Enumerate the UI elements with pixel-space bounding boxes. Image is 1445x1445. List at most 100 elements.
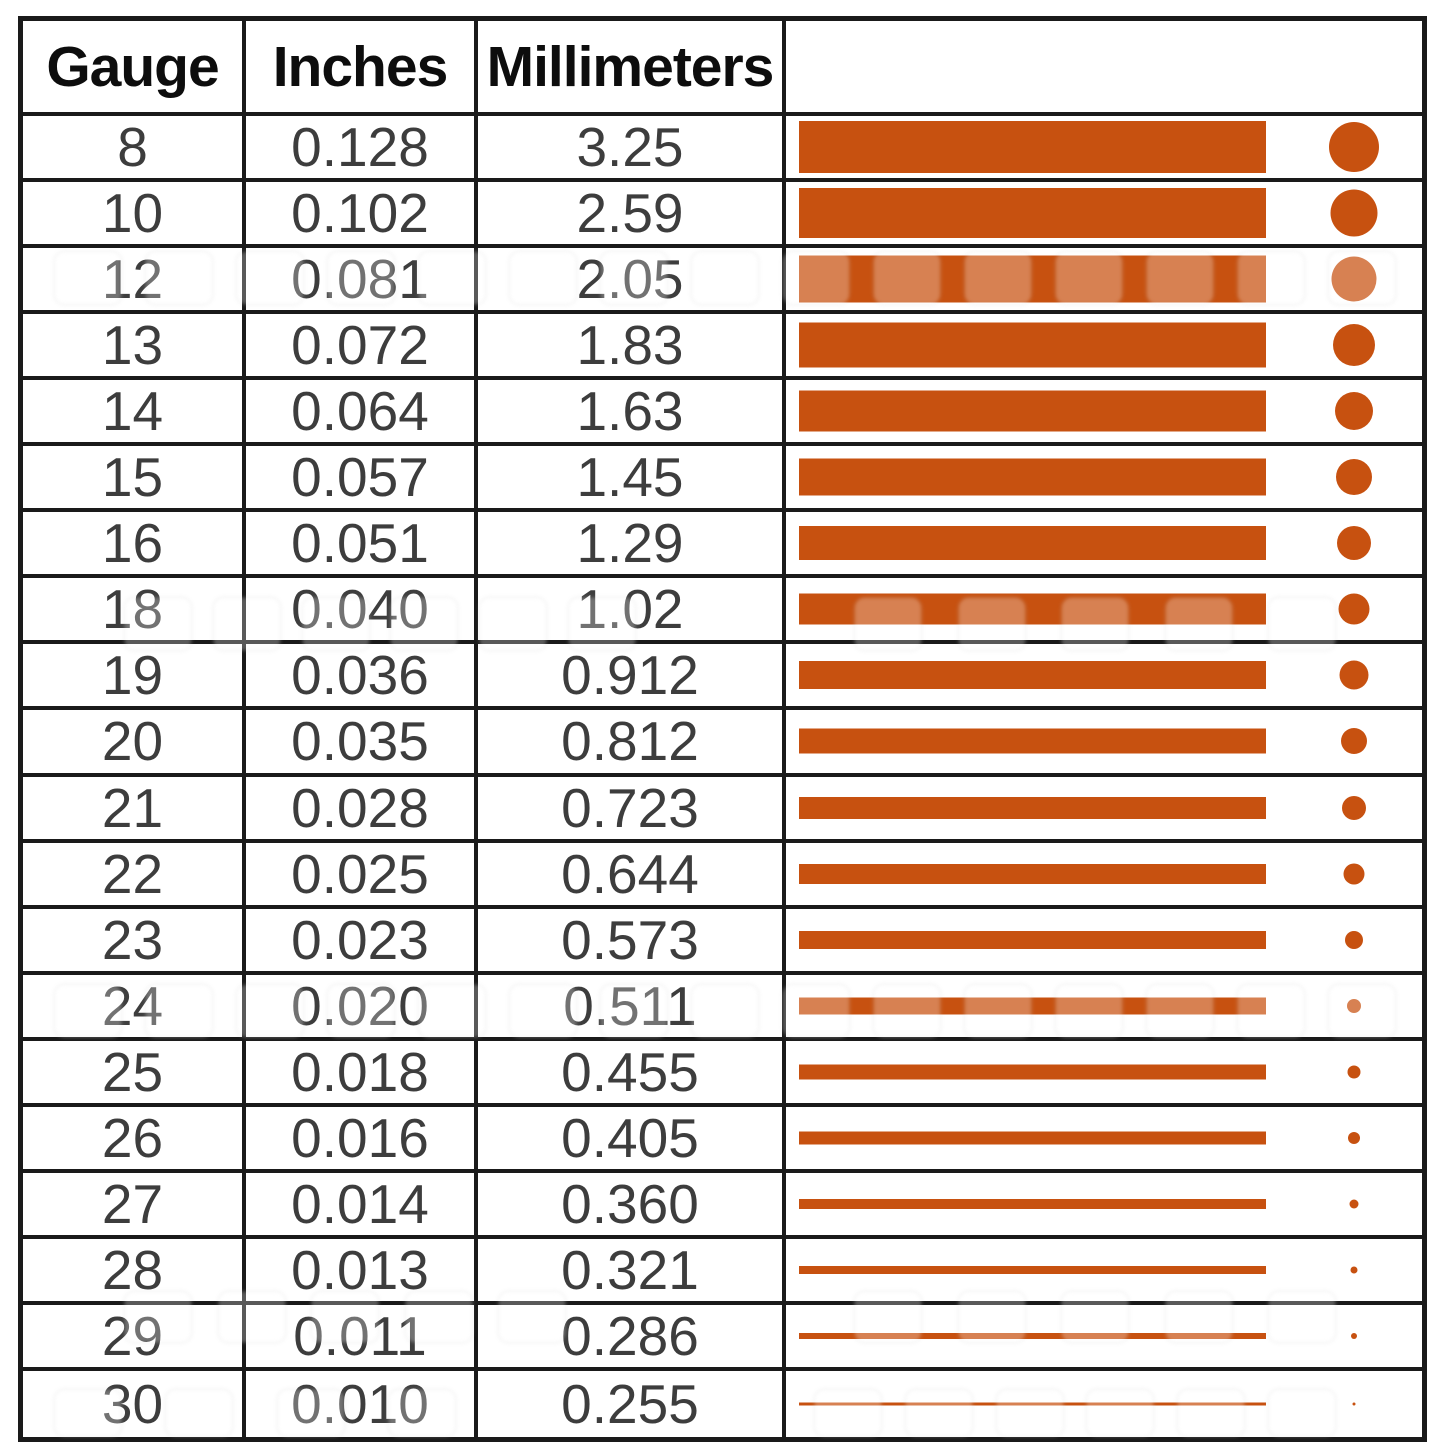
- wire-visual-cell: [786, 116, 1422, 183]
- wire-visual-cell: [786, 380, 1422, 447]
- inches-value: 0.013: [246, 1238, 478, 1305]
- millimeters-value: 0.255: [478, 1370, 786, 1437]
- wire-cross-section-dot: [1330, 189, 1378, 237]
- gauge-value: 13: [23, 314, 246, 381]
- wire-side-view-bar: [799, 1064, 1266, 1080]
- wire-side-view-bar: [799, 188, 1266, 239]
- gauge-value: 15: [23, 446, 246, 513]
- wire-cross-section-dot: [1352, 1402, 1356, 1406]
- wire-side-view-bar: [799, 796, 1266, 819]
- wire-side-view-bar: [799, 1198, 1266, 1209]
- inches-value: 0.064: [246, 380, 478, 447]
- wire-side-view-bar: [799, 1265, 1266, 1274]
- millimeters-value: 0.360: [478, 1172, 786, 1239]
- wire-visual-cell: [786, 975, 1422, 1041]
- wire-visual-cell: [786, 1107, 1422, 1173]
- wire-side-view-bar: [799, 1402, 1266, 1406]
- wire-visual-cell: [786, 843, 1422, 909]
- millimeters-value: 0.321: [478, 1238, 786, 1305]
- gauge-value: 28: [23, 1238, 246, 1305]
- wire-cross-section-dot: [1347, 1065, 1361, 1079]
- inches-value: 0.020: [246, 974, 478, 1041]
- inches-value: 0.081: [246, 248, 478, 315]
- wire-visual-cell: [786, 512, 1422, 579]
- wire-side-view-bar: [799, 390, 1266, 432]
- millimeters-value: 0.644: [478, 842, 786, 909]
- inches-value: 0.040: [246, 578, 478, 645]
- wire-cross-section-dot: [1342, 795, 1366, 820]
- millimeters-value: 2.59: [478, 182, 786, 249]
- gauge-table: Gauge Inches Millimeters 8 0.128 3.25 10…: [18, 16, 1427, 1442]
- wire-visual-cell: [786, 248, 1422, 315]
- wire-cross-section-dot: [1343, 863, 1365, 885]
- millimeters-value: 1.63: [478, 380, 786, 447]
- millimeters-value: 1.45: [478, 446, 786, 513]
- millimeters-value: 0.511: [478, 974, 786, 1041]
- gauge-value: 26: [23, 1106, 246, 1173]
- wire-side-view-bar: [799, 255, 1266, 303]
- wire-cross-section-dot: [1336, 459, 1372, 496]
- inches-value: 0.011: [246, 1304, 478, 1371]
- millimeters-value: 0.573: [478, 908, 786, 975]
- inches-value: 0.025: [246, 842, 478, 909]
- gauge-value: 29: [23, 1304, 246, 1371]
- wire-side-view-bar: [799, 322, 1266, 368]
- millimeters-value: 0.405: [478, 1106, 786, 1173]
- inches-value: 0.016: [246, 1106, 478, 1173]
- inches-value: 0.014: [246, 1172, 478, 1239]
- wire-cross-section-dot: [1351, 1332, 1357, 1339]
- wire-visual-cell: [786, 1305, 1422, 1371]
- gauge-value: 14: [23, 380, 246, 447]
- wire-cross-section-dot: [1348, 1131, 1360, 1144]
- column-header-gauge: Gauge: [23, 21, 246, 116]
- inches-value: 0.018: [246, 1040, 478, 1107]
- inches-value: 0.036: [246, 644, 478, 711]
- wire-cross-section-dot: [1331, 256, 1377, 302]
- inches-value: 0.051: [246, 512, 478, 579]
- inches-value: 0.028: [246, 776, 478, 843]
- wire-side-view-bar: [799, 121, 1266, 174]
- wire-visual-cell: [786, 314, 1422, 381]
- millimeters-value: 1.29: [478, 512, 786, 579]
- gauge-value: 21: [23, 776, 246, 843]
- wire-visual-cell: [786, 644, 1422, 711]
- wire-visual-cell: [786, 1173, 1422, 1239]
- wire-cross-section-dot: [1335, 392, 1373, 431]
- wire-cross-section-dot: [1341, 728, 1367, 755]
- wire-visual-cell: [786, 182, 1422, 249]
- column-header-visual: [786, 21, 1422, 116]
- millimeters-value: 0.286: [478, 1304, 786, 1371]
- column-header-millimeters: Millimeters: [478, 21, 786, 116]
- millimeters-value: 2.05: [478, 248, 786, 315]
- gauge-value: 19: [23, 644, 246, 711]
- gauge-value: 12: [23, 248, 246, 315]
- wire-side-view-bar: [799, 1332, 1266, 1339]
- wire-visual-cell: [786, 1239, 1422, 1305]
- gauge-value: 16: [23, 512, 246, 579]
- inches-value: 0.072: [246, 314, 478, 381]
- millimeters-value: 1.02: [478, 578, 786, 645]
- wire-side-view-bar: [799, 728, 1266, 754]
- wire-visual-cell: [786, 710, 1422, 777]
- gauge-value: 24: [23, 974, 246, 1041]
- millimeters-value: 1.83: [478, 314, 786, 381]
- millimeters-value: 0.912: [478, 644, 786, 711]
- millimeters-value: 3.25: [478, 116, 786, 183]
- gauge-value: 20: [23, 710, 246, 777]
- wire-side-view-bar: [799, 930, 1266, 949]
- wire-cross-section-dot: [1329, 122, 1379, 173]
- gauge-value: 23: [23, 908, 246, 975]
- wire-side-view-bar: [799, 593, 1266, 625]
- wire-side-view-bar: [799, 661, 1266, 690]
- wire-side-view-bar: [799, 458, 1266, 496]
- gauge-value: 8: [23, 116, 246, 183]
- wire-cross-section-dot: [1350, 1266, 1358, 1274]
- wire-side-view-bar: [799, 1131, 1266, 1145]
- inches-value: 0.010: [246, 1370, 478, 1437]
- wire-cross-section-dot: [1337, 526, 1371, 561]
- inches-value: 0.023: [246, 908, 478, 975]
- gauge-value: 25: [23, 1040, 246, 1107]
- inches-value: 0.057: [246, 446, 478, 513]
- wire-side-view-bar: [799, 863, 1266, 884]
